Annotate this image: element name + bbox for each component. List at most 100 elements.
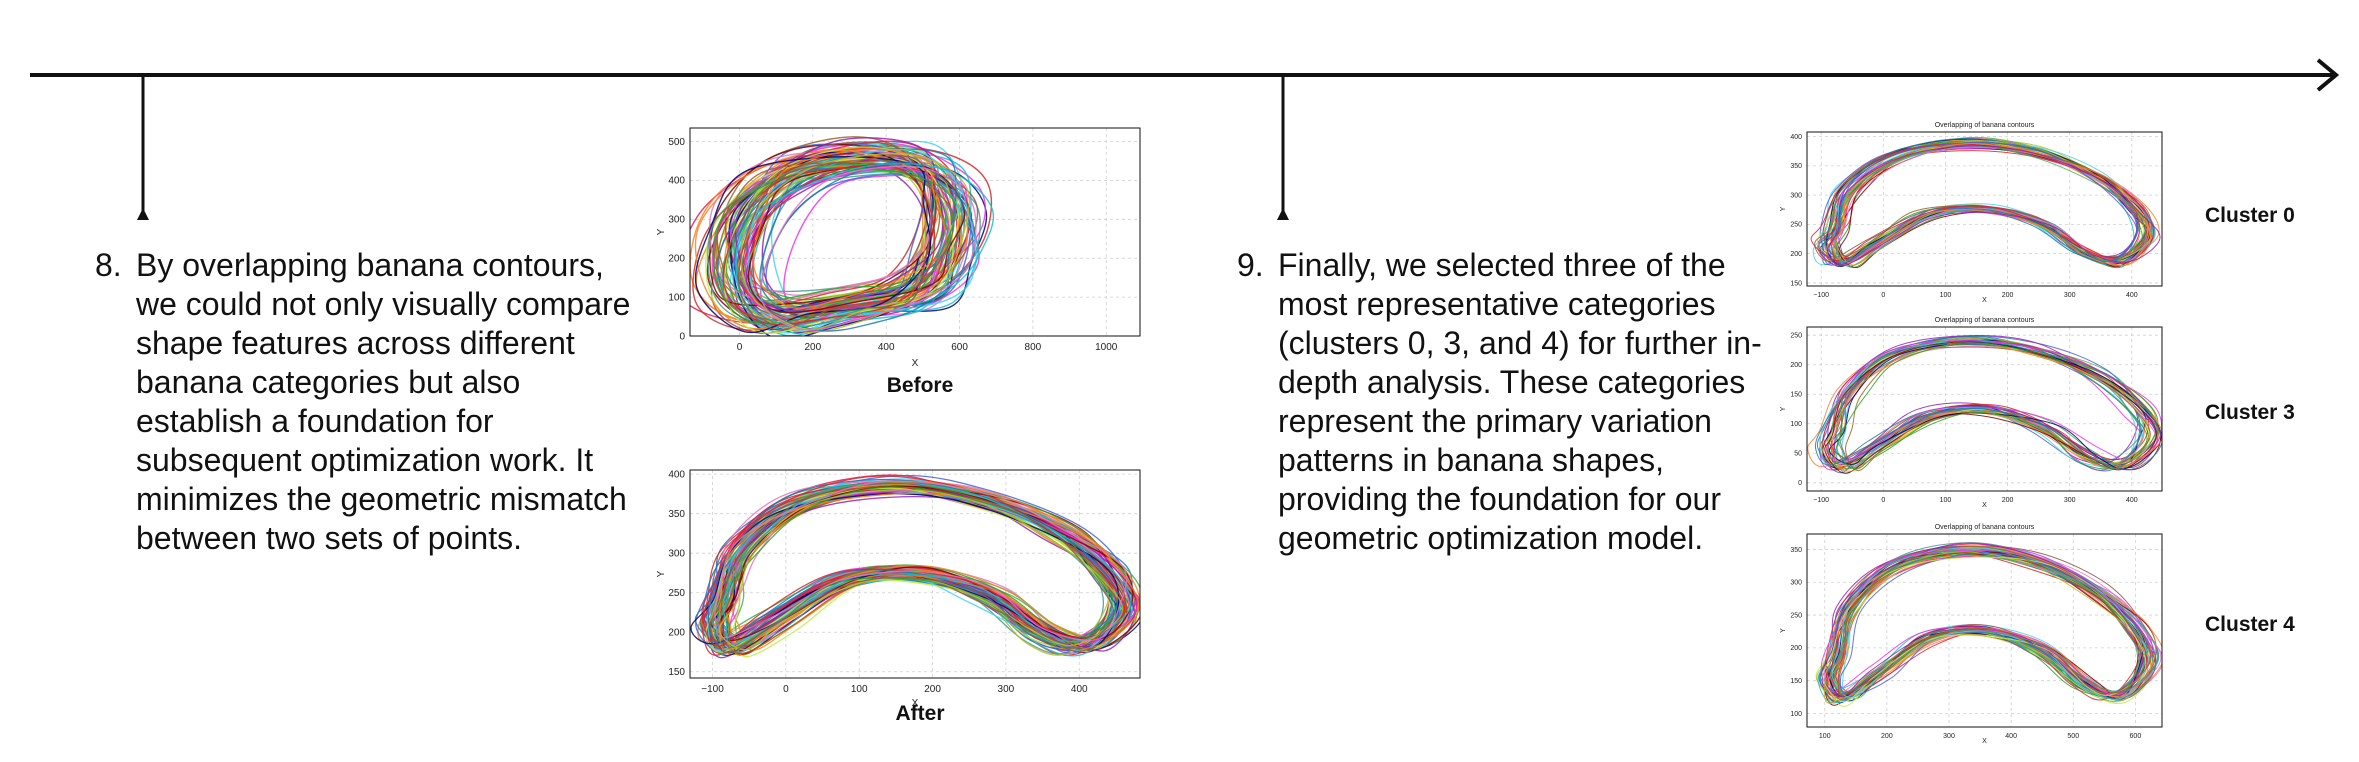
contour-line	[1827, 335, 2139, 467]
x-tick-label: 200	[924, 684, 941, 695]
x-tick-label: 600	[2130, 733, 2142, 740]
x-tick-label: 1000	[1095, 342, 1118, 353]
step-text: Finally, we selected three of the most r…	[1278, 247, 1762, 556]
cluster-4-contour-plot: Overlapping of banana contours 100 200 300 4…	[1780, 524, 2163, 745]
y-tick-label: 0	[679, 331, 685, 342]
y-tick-label: 250	[1790, 612, 1802, 619]
y-tick-label: 200	[1790, 645, 1802, 652]
contour-line	[718, 489, 1124, 651]
y-tick-label: 150	[668, 667, 685, 678]
timeline-tick-8-marker	[137, 208, 149, 220]
y-tick-label: 350	[668, 509, 685, 520]
contour-line	[1836, 343, 2148, 470]
contour-line	[716, 162, 955, 321]
y-tick-label: 200	[1790, 362, 1802, 369]
timeline-tick-9-marker	[1277, 208, 1289, 220]
contour-lines	[690, 474, 1140, 659]
plot-frame	[1806, 533, 2163, 728]
contour-lines	[1807, 335, 2162, 474]
x-tick-label: −100	[1813, 497, 1829, 504]
x-tick-label: 400	[2126, 292, 2138, 299]
contour-line	[738, 155, 929, 319]
y-axis-label: Y	[1780, 406, 1787, 411]
contour-line	[1830, 146, 2156, 263]
plot-title: Overlapping of banana contours	[1935, 317, 2035, 324]
before-contour-plot: 0 200 400 600 800 1000 0 100 200 300 400 500 X Y	[656, 127, 1141, 368]
contour-line	[1818, 546, 2154, 696]
x-tick-label: 200	[2002, 292, 2014, 299]
cluster-0-contour-plot: Overlapping of banana contours −100 0 100 20…	[1780, 122, 2163, 304]
contour-line	[759, 148, 957, 321]
y-tick-label: 500	[668, 137, 685, 148]
x-tick-label: 0	[1881, 497, 1885, 504]
plot-frame	[689, 469, 1141, 679]
y-tick-label: 400	[668, 176, 685, 187]
contour-line	[1814, 342, 2162, 471]
x-tick-label: 100	[1940, 497, 1952, 504]
y-tick-label: 300	[1790, 192, 1802, 199]
step-8: 8. By overlapping banana contours, we co…	[95, 246, 635, 558]
contour-line	[759, 165, 977, 331]
contour-line	[714, 480, 1128, 641]
plot-frame	[1806, 326, 2163, 492]
y-tick-label: 150	[1790, 280, 1802, 287]
contour-line	[725, 166, 950, 302]
x-tick-label: 200	[1881, 733, 1893, 740]
x-tick-label: 100	[1819, 733, 1831, 740]
contour-line	[1810, 143, 2141, 262]
contour-line	[1837, 545, 2152, 695]
x-tick-label: 300	[1943, 733, 1955, 740]
contour-line	[1820, 549, 2152, 695]
y-tick-label: 300	[668, 215, 685, 226]
y-tick-label: 250	[668, 588, 685, 599]
x-tick-label: −100	[701, 684, 724, 695]
x-tick-label: 400	[878, 342, 895, 353]
contour-lines	[1815, 542, 2162, 707]
contour-line	[701, 475, 1126, 647]
x-axis-label: X	[1982, 502, 1987, 509]
contour-lines	[690, 136, 995, 336]
contour-line	[1814, 141, 2150, 263]
x-tick-label: 600	[951, 342, 968, 353]
x-tick-label: 400	[2005, 733, 2017, 740]
x-tick-label: 400	[1071, 684, 1088, 695]
contour-line	[1823, 551, 2152, 704]
step-9: 9. Finally, we selected three of the mos…	[1237, 246, 1777, 558]
y-tick-label: 50	[1794, 451, 1802, 458]
x-tick-label: 300	[998, 684, 1015, 695]
y-tick-label: 100	[668, 292, 685, 303]
contour-line	[728, 490, 1138, 646]
step-number: 8.	[95, 247, 122, 283]
step-text: By overlapping banana contours, we could…	[136, 247, 631, 556]
y-tick-label: 350	[1790, 547, 1802, 554]
contour-line	[752, 148, 947, 309]
cluster-3-label: Cluster 3	[2205, 401, 2295, 424]
y-tick-label: 0	[1798, 480, 1802, 487]
contour-line	[1827, 145, 2161, 267]
x-axis-label: X	[912, 698, 919, 708]
x-tick-label: 500	[2067, 733, 2079, 740]
y-tick-label: 150	[1790, 678, 1802, 685]
contour-line	[1821, 542, 2144, 697]
after-contour-plot: −100 0 100 200 300 400 150 200 250 300 350 400 X Y	[656, 469, 1141, 708]
y-tick-label: 100	[1790, 711, 1802, 718]
y-axis-label: Y	[656, 228, 667, 235]
x-tick-label: 0	[737, 342, 743, 353]
y-tick-label: 250	[1790, 222, 1802, 229]
contour-line	[720, 485, 1125, 654]
x-tick-label: 300	[2064, 497, 2076, 504]
contour-line	[740, 152, 970, 331]
x-axis-label: X	[1982, 738, 1987, 745]
plot-frame	[1806, 131, 2163, 287]
y-tick-label: 300	[668, 549, 685, 560]
contour-line	[1835, 142, 2143, 269]
contour-line	[1831, 342, 2162, 472]
cluster-3-contour-plot: Overlapping of banana contours −100 0 100 20…	[1780, 317, 2163, 509]
x-tick-label: 100	[851, 684, 868, 695]
y-tick-label: 400	[1790, 134, 1802, 141]
contour-line	[737, 155, 933, 331]
contour-line	[1831, 546, 2149, 700]
y-tick-label: 100	[1790, 421, 1802, 428]
